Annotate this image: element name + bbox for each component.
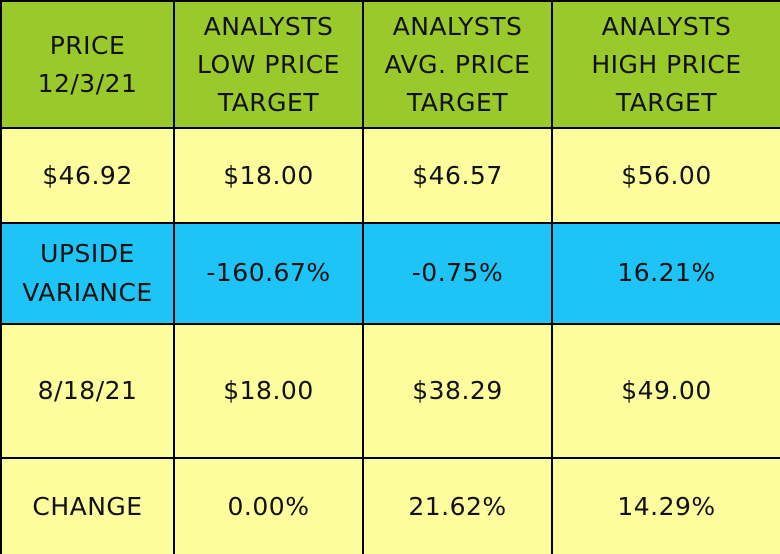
cell-line: TARGET (406, 87, 509, 117)
table-cell: $49.00 (551, 323, 780, 459)
cell-line: HIGH PRICE (591, 49, 742, 79)
header-cell: PRICE 12/3/21 (0, 0, 175, 129)
table-cell: $56.00 (551, 127, 780, 224)
table-cell: $18.00 (173, 323, 364, 459)
cell-line: PRICE (49, 30, 126, 60)
cell-line: ANALYSTS (392, 11, 523, 41)
cell-line: TARGET (615, 87, 718, 117)
header-row: PRICE 12/3/21 ANALYSTS LOW PRICE TARGET ANALY… (0, 0, 780, 129)
cell-line: ANALYSTS (203, 11, 334, 41)
table-cell: -0.75% (362, 222, 553, 325)
table-cell: 14.29% (551, 457, 780, 554)
header-cell: ANALYSTS AVG. PRICE TARGET (362, 0, 553, 129)
table-row: $46.92 $18.00 $46.57 $56.00 (0, 127, 780, 224)
table-cell: -160.67% (173, 222, 364, 325)
table-cell: $18.00 (173, 127, 364, 224)
table-cell: 21.62% (362, 457, 553, 554)
cell-line: LOW PRICE (197, 49, 340, 79)
cell-line: VARIANCE (22, 277, 153, 307)
cell-line: ANALYSTS (601, 11, 732, 41)
cell-line: 12/3/21 (37, 68, 138, 98)
row-label: UPSIDE VARIANCE (0, 222, 175, 325)
row-label: 8/18/21 (0, 323, 175, 459)
cell-line: TARGET (217, 87, 320, 117)
header-cell: ANALYSTS HIGH PRICE TARGET (551, 0, 780, 129)
cell-line: AVG. PRICE (384, 49, 531, 79)
cell-line: UPSIDE (40, 238, 135, 268)
table-cell: $38.29 (362, 323, 553, 459)
table-row: 8/18/21 $18.00 $38.29 $49.00 (0, 323, 780, 459)
table-cell: $46.57 (362, 127, 553, 224)
row-label: $46.92 (0, 127, 175, 224)
table-cell: 0.00% (173, 457, 364, 554)
row-label: CHANGE (0, 457, 175, 554)
table-cell: 16.21% (551, 222, 780, 325)
header-cell: ANALYSTS LOW PRICE TARGET (173, 0, 364, 129)
table-row: CHANGE 0.00% 21.62% 14.29% (0, 457, 780, 554)
table-row: UPSIDE VARIANCE -160.67% -0.75% 16.21% (0, 222, 780, 325)
